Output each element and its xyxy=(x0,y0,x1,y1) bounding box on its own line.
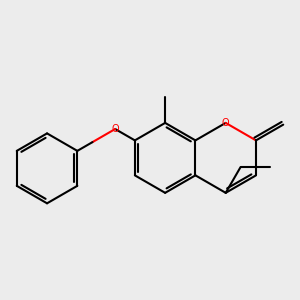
Text: O: O xyxy=(222,118,230,128)
Text: O: O xyxy=(111,124,119,134)
